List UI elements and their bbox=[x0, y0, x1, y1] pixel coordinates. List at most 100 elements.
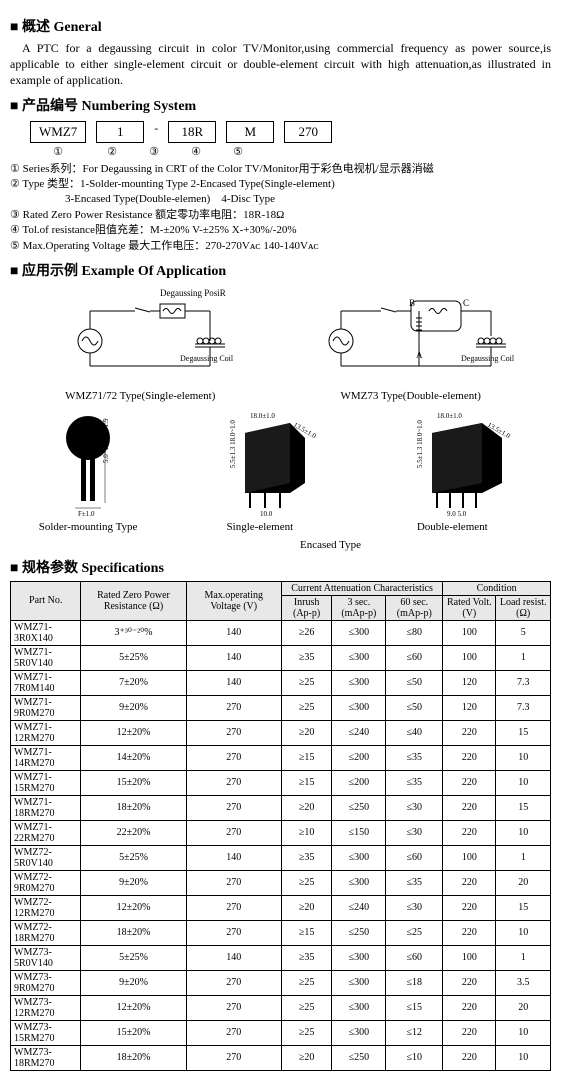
solder-caption: Solder-mounting Type bbox=[39, 521, 138, 533]
se-dim1: 18.0±1.0 bbox=[250, 412, 275, 420]
table-cell: ≤200 bbox=[332, 770, 386, 795]
th-cond: Condition bbox=[443, 581, 551, 595]
table-cell: 10 bbox=[496, 820, 551, 845]
table-cell: ≤150 bbox=[332, 820, 386, 845]
table-cell: 12±20% bbox=[81, 995, 186, 1020]
table-cell: 10 bbox=[496, 770, 551, 795]
table-cell: 18±20% bbox=[81, 795, 186, 820]
table-cell: WMZ71-22RM270 bbox=[11, 820, 81, 845]
table-cell: ≤300 bbox=[332, 870, 386, 895]
table-cell: 220 bbox=[443, 1020, 496, 1045]
table-cell: ≥15 bbox=[281, 920, 332, 945]
circuit-double-svg: B C A Degaussing Coil bbox=[301, 286, 521, 386]
circuit-single-caption: WMZ71/72 Type(Single-element) bbox=[40, 390, 240, 402]
table-cell: 5±25% bbox=[81, 945, 186, 970]
table-cell: ≥20 bbox=[281, 895, 332, 920]
table-cell: 18±20% bbox=[81, 920, 186, 945]
table-cell: ≥10 bbox=[281, 820, 332, 845]
th-rzpr: Rated Zero Power Resistance (Ω) bbox=[81, 581, 186, 620]
table-cell: ≤250 bbox=[332, 1045, 386, 1070]
table-row: WMZ73-9R0M2709±20%270≥25≤300≤182203.5 bbox=[11, 970, 551, 995]
table-cell: 220 bbox=[443, 970, 496, 995]
table-cell: ≤300 bbox=[332, 1020, 386, 1045]
numbering-boxes: WMZ7 1 - 18R M 270 bbox=[30, 121, 551, 143]
table-cell: 140 bbox=[186, 620, 281, 645]
numbering-legend: ① Series系列：For Degaussing in CRT of the … bbox=[10, 162, 551, 254]
spec-body: WMZ71-3R0X1403⁺³⁰⁻²⁰%140≥26≤300≤801005WM… bbox=[11, 620, 551, 1070]
table-cell: ≤50 bbox=[386, 670, 443, 695]
table-cell: ≤240 bbox=[332, 895, 386, 920]
table-cell: ≥25 bbox=[281, 1020, 332, 1045]
table-row: WMZ72-9R0M2709±20%270≥25≤300≤3522020 bbox=[11, 870, 551, 895]
table-cell: 9±20% bbox=[81, 970, 186, 995]
th-partno: Part No. bbox=[11, 581, 81, 620]
table-cell: 220 bbox=[443, 795, 496, 820]
table-cell: ≤300 bbox=[332, 845, 386, 870]
table-cell: ≥25 bbox=[281, 695, 332, 720]
num-box-3: 18R bbox=[168, 121, 216, 143]
table-cell: ≥15 bbox=[281, 770, 332, 795]
table-cell: 14±20% bbox=[81, 745, 186, 770]
table-cell: 220 bbox=[443, 820, 496, 845]
table-cell: WMZ73-12RM270 bbox=[11, 995, 81, 1020]
table-cell: WMZ73-5R0V140 bbox=[11, 945, 81, 970]
table-cell: 270 bbox=[186, 820, 281, 845]
application-header: 应用示例 Example Of Application bbox=[10, 260, 551, 280]
th-3sec: 3 sec. (mAp-p) bbox=[332, 595, 386, 620]
table-cell: 22±20% bbox=[81, 820, 186, 845]
num-idx-3: ③ bbox=[138, 145, 170, 158]
table-cell: 10 bbox=[496, 1020, 551, 1045]
legend-2b: 3-Encased Type(Double-elemen) 4-Disc Typ… bbox=[10, 192, 551, 207]
table-cell: 10 bbox=[496, 1045, 551, 1070]
label-posir: Degaussing PosiR bbox=[160, 288, 226, 298]
table-cell: WMZ71-15RM270 bbox=[11, 770, 81, 795]
table-cell: 7.3 bbox=[496, 670, 551, 695]
legend-3: ③ Rated Zero Power Resistance 额定零功率电阻：18… bbox=[10, 208, 551, 223]
table-cell: ≤35 bbox=[386, 870, 443, 895]
numbering-header: 产品编号 Numbering System bbox=[10, 95, 551, 115]
table-row: WMZ71-15RM27015±20%270≥15≤200≤3522010 bbox=[11, 770, 551, 795]
solder-dim-h: 5.0~1.0 5.5~1.5 bbox=[102, 418, 110, 463]
general-header: 概述 General bbox=[10, 16, 551, 36]
table-cell: ≤18 bbox=[386, 970, 443, 995]
se-dim3: 5.5±1.3 18.0~1.0 bbox=[229, 420, 237, 468]
table-row: WMZ72-18RM27018±20%270≥15≤250≤2522010 bbox=[11, 920, 551, 945]
table-cell: 10 bbox=[496, 920, 551, 945]
table-cell: ≥26 bbox=[281, 620, 332, 645]
solder-type: 5.0~1.0 5.5~1.5 F±1.0 Solder-mounting Ty… bbox=[39, 408, 138, 533]
table-cell: ≤300 bbox=[332, 995, 386, 1020]
table-cell: WMZ71-14RM270 bbox=[11, 745, 81, 770]
table-cell: 3⁺³⁰⁻²⁰% bbox=[81, 620, 186, 645]
table-row: WMZ71-12RM27012±20%270≥20≤240≤4022015 bbox=[11, 720, 551, 745]
table-cell: 220 bbox=[443, 920, 496, 945]
table-cell: 270 bbox=[186, 970, 281, 995]
table-cell: 270 bbox=[186, 770, 281, 795]
table-cell: 18±20% bbox=[81, 1045, 186, 1070]
table-cell: 100 bbox=[443, 620, 496, 645]
table-cell: ≥20 bbox=[281, 720, 332, 745]
table-cell: ≥25 bbox=[281, 870, 332, 895]
de-dim4: 9.0 5.0 bbox=[447, 510, 467, 518]
table-cell: 20 bbox=[496, 870, 551, 895]
table-cell: 100 bbox=[443, 845, 496, 870]
table-cell: 15 bbox=[496, 895, 551, 920]
table-cell: WMZ71-5R0V140 bbox=[11, 645, 81, 670]
table-row: WMZ73-12RM27012±20%270≥25≤300≤1522020 bbox=[11, 995, 551, 1020]
table-cell: 9±20% bbox=[81, 695, 186, 720]
table-cell: 5 bbox=[496, 620, 551, 645]
table-cell: ≥35 bbox=[281, 645, 332, 670]
table-cell: 15 bbox=[496, 795, 551, 820]
table-cell: 1 bbox=[496, 945, 551, 970]
circuit-double: B C A Degaussing Coil WMZ73 Type(Double-… bbox=[301, 286, 521, 402]
table-cell: ≤15 bbox=[386, 995, 443, 1020]
table-cell: ≤240 bbox=[332, 720, 386, 745]
table-cell: WMZ73-15RM270 bbox=[11, 1020, 81, 1045]
de-dim3: 5.5±1.3 18.0~1.0 bbox=[416, 420, 424, 468]
num-box-4: M bbox=[226, 121, 274, 143]
table-cell: 140 bbox=[186, 845, 281, 870]
table-cell: 220 bbox=[443, 870, 496, 895]
table-cell: ≤300 bbox=[332, 670, 386, 695]
table-cell: ≤50 bbox=[386, 695, 443, 720]
table-cell: 7±20% bbox=[81, 670, 186, 695]
table-row: WMZ73-15RM27015±20%270≥25≤300≤1222010 bbox=[11, 1020, 551, 1045]
